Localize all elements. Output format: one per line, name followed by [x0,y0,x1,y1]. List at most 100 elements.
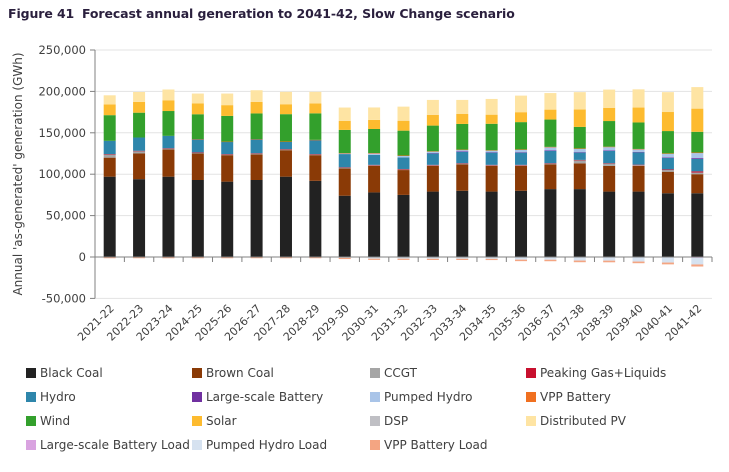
bar-segment-ccgt [221,154,234,156]
legend-label: VPP Battery Load [384,438,488,452]
bar-segment-distributed-pv [191,93,204,104]
bar-segment-black-coal [661,193,674,257]
bar-segment-vpp-battery-load [397,258,410,260]
bar-segment-distributed-pv [691,87,704,109]
bar-segment-hydro [162,135,175,149]
bar-segment-hydro [426,153,439,165]
bar-segment-peaking-gas-liquids [661,169,674,171]
bar-segment-vpp-battery-load [661,262,674,265]
bar-segment-wind [103,115,116,141]
bar-segment-vpp-battery [309,139,322,141]
bar-segment-pumped-hydro-load [603,257,616,261]
bar-segment-pumped-hydro [691,153,704,159]
bar-segment-hydro [485,152,498,165]
bar-segment-solar [426,114,439,126]
bar-segment-hydro [250,139,263,154]
bar-segment-ccgt [250,153,263,155]
legend-label: Peaking Gas+Liquids [540,366,667,380]
bar-segment-vpp-battery-load [544,259,557,262]
legend-swatch [26,440,36,450]
bar-segment-ccgt [515,165,528,166]
bar-segment-hydro [603,150,616,164]
bar-segment-pumped-hydro-load [544,257,557,260]
bar-segment-pumped-hydro [485,150,498,153]
legend-label: Distributed PV [540,414,626,428]
bar-segment-solar [309,103,322,114]
bar-segment-pumped-hydro [397,155,410,158]
bar-segment-peaking-gas-liquids [191,152,204,153]
bar-segment-brown-coal [515,165,528,191]
bar-segment-peaking-gas-liquids [632,164,645,166]
bar-segment-wind [309,113,322,140]
legend-label: Black Coal [40,366,103,380]
bar-segment-vpp-battery-load [338,257,351,260]
legend-item: Brown Coal [192,366,274,380]
bar-segment-large-scale-battery [456,151,469,153]
legend-label: Solar [206,414,237,428]
bar-stack-2036-37 [544,93,557,262]
bar-segment-vpp-battery-load [515,259,528,262]
bar-segment-peaking-gas-liquids [397,168,410,170]
bar-segment-wind [661,131,674,154]
bar-segment-hydro [338,154,351,168]
bar-stack-2022-23 [133,91,146,259]
legend-swatch [370,416,380,426]
bar-segment-black-coal [133,179,146,257]
bar-segment-pumped-hydro [603,147,616,151]
figure-caption: Forecast annual generation to 2041-42, S… [82,6,515,21]
bar-segment-solar [338,120,351,130]
bar-segment-peaking-gas-liquids [103,154,116,155]
bar-segment-peaking-gas-liquids [691,171,704,173]
bar-segment-pumped-hydro [456,149,469,152]
bar-segment-vpp-battery-load [691,264,704,267]
bar-segment-brown-coal [133,153,146,180]
bar-segment-ccgt [338,167,351,169]
legend-item: Black Coal [26,366,103,380]
bar-segment-vpp-battery [573,148,586,149]
bar-segment-vpp-battery [426,151,439,152]
y-tick-labels: -50,000 0 50,000 100,000 150,000 200,000 250,0… [38,43,86,305]
bar-segment-brown-coal [338,168,351,196]
bar-segment-ccgt [485,165,498,166]
bar-segment-hydro [456,151,469,164]
bar-stack-2041-42 [691,87,704,267]
legend-swatch [370,440,380,450]
bar-segment-pumped-hydro [426,151,439,154]
bar-segment-ccgt [133,151,146,154]
bar-segment-peaking-gas-liquids [426,164,439,166]
bar-segment-black-coal [485,191,498,257]
bar-segment-peaking-gas-liquids [133,150,146,152]
bar-segment-wind [426,125,439,152]
bar-segment-peaking-gas-liquids [250,153,263,154]
bar-segment-vpp-battery-load [573,260,586,263]
bar-segment-solar [485,114,498,124]
bar-segment-hydro [515,152,528,165]
bar-segment-vpp-battery [368,153,381,154]
legend-item: Solar [192,414,237,428]
bar-segment-peaking-gas-liquids [544,163,557,164]
bar-segment-brown-coal [368,165,381,193]
bar-segment-solar [397,120,410,131]
y-tick-label: 0 [79,250,86,264]
bar-segment-pumped-hydro [368,153,381,155]
bar-segment-solar [368,119,381,129]
legend-swatch [370,392,380,402]
bar-segment-vpp-battery [338,153,351,154]
bar-segment-solar [456,114,469,124]
bar-segment-peaking-gas-liquids [485,164,498,166]
bar-segment-brown-coal [103,157,116,177]
bar-segment-hydro [632,152,645,165]
bar-stack-2030-31 [368,107,381,260]
bar-segment-distributed-pv [309,91,322,104]
bar-segment-wind [544,119,557,147]
bar-segment-brown-coal [279,150,292,177]
bar-segment-black-coal [573,189,586,257]
bar-segment-hydro [691,158,704,172]
bar-segment-wind [632,122,645,149]
bar-segment-large-scale-battery [515,152,528,153]
legend-item: Pumped Hydro [370,390,473,404]
legend-label: Pumped Hydro [384,390,473,404]
legend-item: Wind [26,414,70,428]
legend-swatch [526,416,536,426]
bar-segment-vpp-battery-load [103,257,116,259]
